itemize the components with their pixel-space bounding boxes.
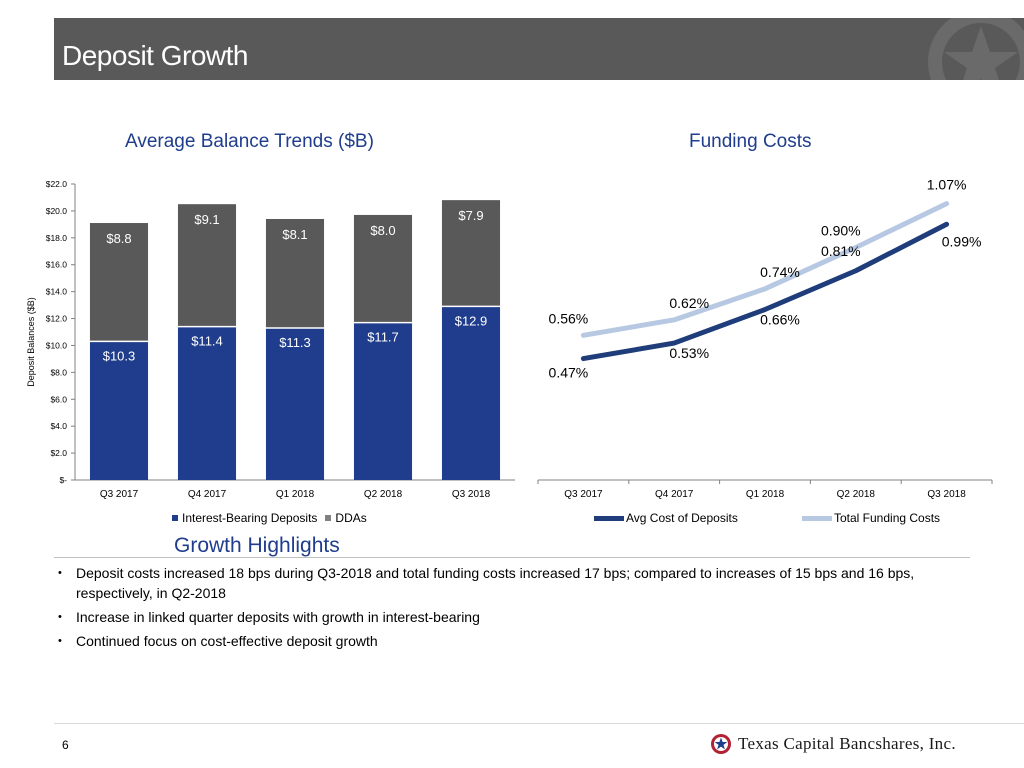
bar-interest-bearing — [441, 306, 501, 480]
legend-label-ddas: DDAs — [335, 511, 367, 525]
legend-label-interest-bearing: Interest-Bearing Deposits — [182, 511, 318, 525]
data-label-total-funding: 0.74% — [760, 264, 800, 280]
y-tick-label: $14.0 — [46, 287, 68, 297]
y-axis-title: Deposit Balances ($B) — [26, 297, 36, 387]
highlights-divider — [54, 557, 970, 558]
y-tick-label: $12.0 — [46, 314, 68, 324]
bullet-dot: • — [58, 611, 62, 623]
data-label-ddas: $8.0 — [370, 223, 395, 238]
line-legend-total: Total Funding Costs — [802, 511, 940, 525]
highlight-text: Deposit costs increased 18 bps during Q3… — [76, 565, 915, 601]
bar-interest-bearing — [353, 322, 413, 480]
x-tick-label: Q2 2018 — [837, 489, 876, 500]
y-tick-label: $8.0 — [50, 367, 67, 377]
bar-ddas — [353, 214, 413, 323]
data-label-ddas: $9.1 — [194, 212, 219, 227]
data-label-avg-cost: 0.66% — [760, 312, 800, 328]
data-label-interest-bearing: $10.3 — [103, 348, 136, 363]
line-legend-avg: Avg Cost of Deposits — [594, 511, 738, 525]
y-tick-label: $2.0 — [50, 448, 67, 458]
title-bar: Deposit Growth — [54, 18, 1024, 80]
data-label-interest-bearing: $11.7 — [367, 330, 399, 345]
bar-ddas — [177, 204, 237, 327]
bar-ddas — [441, 200, 501, 307]
legend-swatch-interest-bearing — [172, 515, 178, 521]
legend-label-total-funding: Total Funding Costs — [834, 511, 941, 525]
legend-swatch-ddas — [325, 515, 332, 521]
highlight-text: Increase in linked quarter deposits with… — [76, 609, 480, 625]
bar-ddas — [265, 218, 325, 328]
company-logo: Texas Capital Bancshares, Inc. — [710, 733, 956, 755]
data-label-avg-cost: 0.47% — [549, 365, 589, 381]
x-tick-label: Q3 2017 — [100, 489, 139, 500]
y-tick-label: $16.0 — [46, 260, 68, 270]
bar-interest-bearing — [89, 341, 149, 480]
x-tick-label: Q4 2017 — [188, 489, 227, 500]
company-name: Texas Capital Bancshares, Inc. — [738, 734, 956, 753]
y-tick-label: $18.0 — [46, 233, 68, 243]
highlights-title: Growth Highlights — [174, 534, 340, 557]
legend-label-avg-cost: Avg Cost of Deposits — [626, 511, 738, 525]
data-point — [582, 334, 585, 337]
x-tick-label: Q3 2017 — [564, 489, 603, 500]
data-point — [673, 342, 676, 345]
data-label-ddas: $8.1 — [282, 227, 307, 242]
legend-swatch-avg-cost — [594, 515, 624, 521]
bar-interest-bearing — [177, 326, 237, 480]
line-chart: Q3 2017 Q4 2017 Q1 2018 Q2 2018 Q3 2018 0.47%… — [537, 177, 993, 500]
bar-chart-title: Average Balance Trends ($B) — [125, 131, 374, 152]
star-emblem-icon — [928, 18, 1024, 80]
data-label-total-funding: 0.90% — [821, 223, 861, 239]
data-label-total-funding: 1.07% — [927, 177, 967, 193]
data-point — [945, 223, 948, 226]
y-tick-label: $4.0 — [50, 421, 67, 431]
list-item: • Increase in linked quarter deposits wit… — [58, 607, 968, 627]
bar-interest-bearing — [265, 327, 325, 480]
data-label-total-funding: 0.62% — [669, 295, 709, 311]
x-tick-label: Q3 2018 — [927, 489, 966, 500]
data-label-interest-bearing: $11.4 — [191, 334, 223, 349]
data-point — [582, 357, 585, 360]
bar-chart: $- $2.0 $4.0 $6.0 $8.0 $10.0 $12.0 $14.0 $16.0 $1… — [26, 179, 515, 500]
bullet-dot: • — [58, 635, 62, 647]
list-item: • Continued focus on cost-effective depos… — [58, 631, 968, 651]
bar-legend: Interest-Bearing Deposits DDAs — [172, 511, 367, 525]
list-item: • Deposit costs increased 18 bps during Q… — [58, 563, 968, 603]
x-tick-label: Q2 2018 — [364, 489, 403, 500]
highlight-text: Continued focus on cost-effective deposi… — [76, 633, 378, 649]
data-label-ddas: $7.9 — [458, 208, 483, 223]
x-tick-label: Q1 2018 — [276, 489, 315, 500]
data-label-avg-cost: 0.81% — [821, 243, 861, 259]
data-label-interest-bearing: $12.9 — [455, 313, 488, 328]
y-tick-label: $22.0 — [46, 179, 68, 189]
data-label-ddas: $8.8 — [106, 231, 131, 246]
data-point — [673, 318, 676, 321]
x-tick-label: Q4 2017 — [655, 489, 694, 500]
y-tick-label: $- — [59, 475, 67, 485]
legend-swatch-total-funding — [802, 515, 832, 521]
data-point — [854, 246, 857, 249]
x-tick-label: Q1 2018 — [746, 489, 785, 500]
data-point — [854, 269, 857, 272]
bullet-dot: • — [58, 567, 62, 579]
data-label-interest-bearing: $11.3 — [279, 335, 311, 350]
data-point — [764, 287, 766, 290]
highlights-list: • Deposit costs increased 18 bps during Q… — [58, 563, 968, 655]
data-point — [764, 308, 766, 311]
page-number: 6 — [62, 738, 69, 752]
y-tick-label: $6.0 — [50, 394, 67, 404]
y-tick-label: $20.0 — [46, 206, 68, 216]
data-label-avg-cost: 0.53% — [669, 345, 709, 361]
star-logo-icon — [711, 734, 731, 754]
bar-ddas — [89, 223, 149, 342]
line-chart-title: Funding Costs — [689, 131, 812, 152]
y-tick-label: $10.0 — [46, 340, 68, 350]
data-point — [945, 202, 948, 205]
footer-divider — [54, 723, 1024, 724]
data-label-total-funding: 0.56% — [549, 310, 589, 326]
x-tick-label: Q3 2018 — [452, 489, 491, 500]
data-label-avg-cost: 0.99% — [942, 233, 982, 249]
page-title: Deposit Growth — [62, 40, 248, 71]
